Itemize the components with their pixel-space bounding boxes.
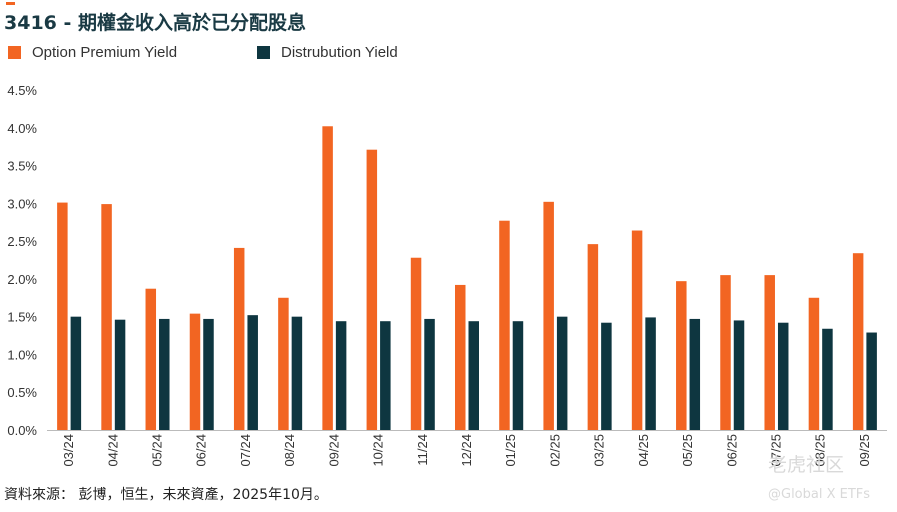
x-tick-label: 09/24 (326, 434, 341, 467)
bar-option-premium-yield: Option Premium Yield 03/24: 3.01% (57, 202, 68, 430)
bar-option-premium-yield: Option Premium Yield 01/25: 2.77% (499, 220, 510, 430)
bar-option-premium-yield: Option Premium Yield 09/24: 4.02% (322, 126, 333, 431)
watermark-account: @Global X ETFs (768, 487, 871, 502)
x-tick-label: 12/24 (459, 434, 474, 467)
x-tick-label: 02/25 (547, 434, 562, 467)
y-tick-label: 3.5% (7, 159, 37, 174)
legend-item-distribution: Distrubution Yield (257, 44, 398, 61)
x-tick-label: 07/24 (238, 434, 253, 467)
bar-option-premium-yield: Option Premium Yield 04/25: 2.64% (631, 230, 643, 430)
bar-distribution-yield: Distrubution Yield 12/24: 1.44% (468, 321, 479, 430)
bar-option-premium-yield: Option Premium Yield 06/24: 1.54% (189, 313, 201, 430)
bar-distribution-yield: Distrubution Yield 08/24: 1.5% (291, 316, 303, 430)
legend-item-option-premium: Option Premium Yield (8, 44, 177, 61)
chart-legend: Option Premium Yield Distrubution Yield (8, 44, 897, 64)
x-tick-label: 09/25 (857, 434, 872, 467)
bar-distribution-yield: Distrubution Yield 08/25: 1.34% (822, 328, 833, 430)
bar-distribution-yield: Distrubution Yield 06/24: 1.47% (203, 318, 214, 430)
source-note: 資料來源： 彭博，恒生，未來資產，2025年10月。 (4, 487, 328, 503)
bar-option-premium-yield: Option Premium Yield 10/24: 3.71% (366, 149, 378, 430)
bar-option-premium-yield: Option Premium Yield 11/24: 2.28% (410, 257, 422, 430)
bar-distribution-yield: Distrubution Yield 09/25: 1.29% (866, 332, 877, 430)
x-tick-label: 05/24 (150, 434, 165, 467)
bar-option-premium-yield: Option Premium Yield 08/24: 1.75% (278, 297, 289, 430)
legend-label-distribution: Distrubution Yield (281, 44, 398, 61)
x-tick-label: 10/24 (371, 434, 386, 467)
bar-option-premium-yield: Option Premium Yield 05/24: 1.87% (145, 288, 157, 430)
bar-distribution-yield: Distrubution Yield 06/25: 1.45% (733, 320, 745, 430)
x-tick-label: 07/25 (768, 434, 783, 467)
legend-swatch-option-premium (8, 46, 21, 59)
bar-distribution-yield: Distrubution Yield 03/25: 1.42% (601, 322, 612, 430)
bar-distribution-yield: Distrubution Yield 07/25: 1.42% (777, 322, 789, 430)
bar-option-premium-yield: Option Premium Yield 09/25: 2.34% (852, 253, 864, 430)
y-tick-label: 0.5% (7, 385, 37, 400)
y-tick-label: 1.5% (7, 310, 37, 325)
y-tick-label: 3.0% (7, 196, 37, 211)
bar-option-premium-yield: Option Premium Yield 05/25: 1.97% (676, 281, 687, 430)
bar-option-premium-yield: Option Premium Yield 03/25: 2.46% (587, 244, 599, 430)
bar-option-premium-yield: Option Premium Yield 06/25: 2.05% (720, 275, 731, 430)
bar-distribution-yield: Distrubution Yield 09/24: 1.44% (335, 321, 347, 430)
bar-distribution-yield: Distrubution Yield 04/24: 1.46% (114, 319, 126, 430)
x-tick-label: 06/25 (724, 434, 739, 467)
bar-option-premium-yield: Option Premium Yield 07/25: 2.05% (764, 275, 775, 430)
bar-option-premium-yield: Option Premium Yield 08/25: 1.75% (808, 297, 820, 430)
bar-distribution-yield: Distrubution Yield 02/25: 1.5% (556, 316, 568, 430)
bar-distribution-yield: Distrubution Yield 05/25: 1.47% (689, 318, 701, 430)
bar-distribution-yield: Distrubution Yield 07/24: 1.52% (247, 315, 258, 430)
x-tick-label: 04/24 (105, 434, 120, 467)
x-tick-label: 03/24 (61, 434, 76, 467)
bar-distribution-yield: Distrubution Yield 04/25: 1.49% (645, 317, 656, 430)
bar-option-premium-yield: Option Premium Yield 12/24: 1.92% (455, 284, 466, 430)
x-tick-label: 01/25 (503, 434, 518, 467)
bar-distribution-yield: Distrubution Yield 05/24: 1.47% (159, 318, 170, 430)
y-tick-label: 1.0% (7, 347, 37, 362)
y-tick-label: 4.0% (7, 121, 37, 136)
legend-swatch-distribution (257, 46, 270, 59)
chart-title: 3416 - 期權金收入高於已分配股息 (4, 12, 306, 34)
bar-distribution-yield: Distrubution Yield 01/25: 1.44% (512, 321, 524, 430)
bar-option-premium-yield: Option Premium Yield 04/24: 2.99% (101, 204, 112, 430)
y-tick-label: 2.5% (7, 234, 37, 249)
x-tick-label: 08/25 (813, 434, 828, 467)
x-tick-label: 08/24 (282, 434, 297, 467)
y-tick-label: 4.5% (7, 83, 37, 98)
legend-label-option-premium: Option Premium Yield (32, 44, 178, 61)
y-tick-label: 2.0% (7, 272, 37, 287)
bar-distribution-yield: Distrubution Yield 11/24: 1.47% (424, 318, 435, 430)
watermark-community: 老虎社区 (768, 454, 845, 476)
x-tick-label: 06/24 (194, 434, 209, 467)
title-accent-bar (6, 2, 15, 5)
x-tick-label: 11/24 (415, 434, 430, 466)
bar-distribution-yield: Distrubution Yield 03/24: 1.5% (70, 316, 82, 430)
x-tick-label: 03/25 (592, 434, 607, 467)
x-tick-label: 05/25 (680, 434, 695, 467)
x-tick-label: 04/25 (636, 434, 651, 467)
bar-distribution-yield: Distrubution Yield 10/24: 1.44% (380, 321, 391, 430)
bar-option-premium-yield: Option Premium Yield 07/24: 2.41% (233, 247, 245, 430)
bar-option-premium-yield: Option Premium Yield 02/25: 3.02% (543, 201, 554, 430)
y-tick-label: 0.0% (7, 423, 37, 438)
